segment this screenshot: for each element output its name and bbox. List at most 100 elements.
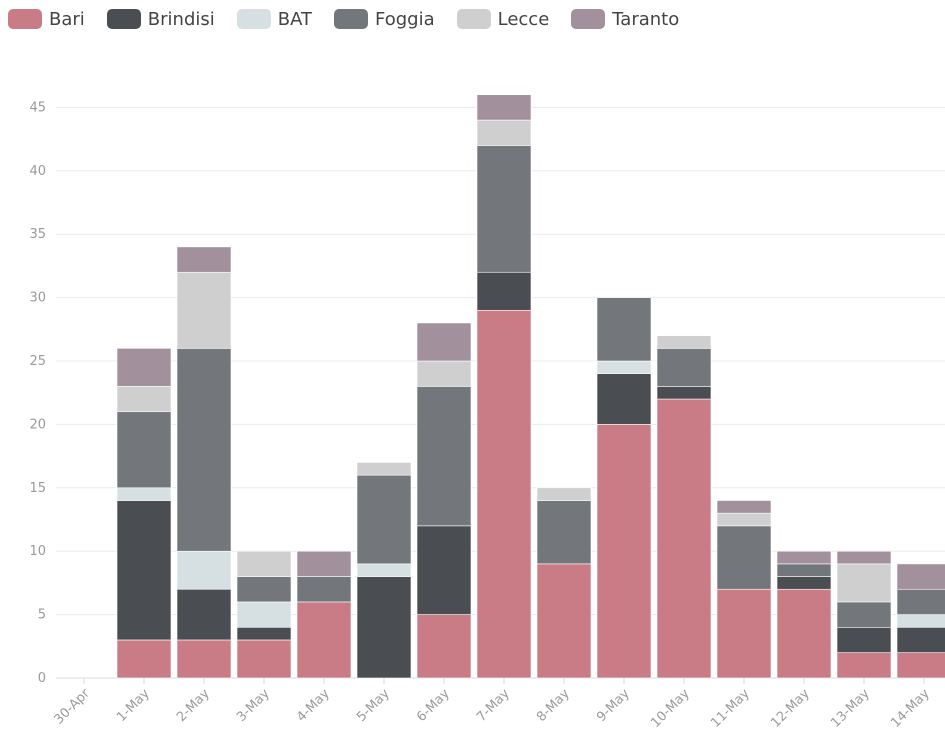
bar-segment-bari[interactable] <box>596 424 652 679</box>
bar-segment-bari[interactable] <box>716 588 772 679</box>
bar-segment-lecce[interactable] <box>656 335 712 349</box>
bar-segment-taranto[interactable] <box>116 348 172 387</box>
x-tick-label: 5-May <box>354 686 393 725</box>
legend-swatch <box>106 9 141 29</box>
bar-segment-brindisi[interactable] <box>836 626 892 653</box>
legend-item-foggia[interactable]: Foggia <box>334 9 435 30</box>
bar-segment-bari[interactable] <box>176 639 232 679</box>
bar-segment-lecce[interactable] <box>836 563 892 603</box>
bar-segment-foggia[interactable] <box>716 525 772 590</box>
bar-segment-bari[interactable] <box>416 614 472 679</box>
y-axis-ticks: 0 5 10 15 20 25 30 35 40 45 <box>29 100 46 686</box>
y-tick-label: 15 <box>29 481 46 496</box>
bar-segment-lecce[interactable] <box>476 119 532 146</box>
bar-segment-bari[interactable] <box>236 639 292 679</box>
bar-segment-bat[interactable] <box>236 601 292 628</box>
y-tick-label: 25 <box>29 354 46 369</box>
bar-segment-taranto[interactable] <box>176 246 232 273</box>
bar-segment-bat[interactable] <box>356 563 412 577</box>
bar-segment-foggia[interactable] <box>176 348 232 552</box>
bar-segment-bari[interactable] <box>776 588 832 679</box>
bar-segment-lecce[interactable] <box>116 386 172 413</box>
x-axis-ticks: 30-Apr 1-May 2-May 3-May 4-May 5-May 6-May 7-Ma… <box>52 678 933 731</box>
legend-item-lecce[interactable]: Lecce <box>456 8 550 30</box>
bar-segment-bat[interactable] <box>116 487 172 501</box>
bar-segment-bari[interactable] <box>896 652 945 679</box>
bar-segment-foggia[interactable] <box>596 297 652 362</box>
y-tick-label: 0 <box>38 671 46 686</box>
x-tick-label: 6-May <box>414 686 453 725</box>
bar-segment-foggia[interactable] <box>776 563 832 577</box>
y-tick-label: 35 <box>29 227 46 242</box>
bar-segment-foggia[interactable] <box>836 601 892 628</box>
chart-legend: Bari Brindisi BAT Foggia Lecce Taranto <box>8 6 701 32</box>
x-tick-label: 11-May <box>708 686 753 731</box>
legend-label: Brindisi <box>147 8 215 30</box>
bar-segment-bari[interactable] <box>536 563 592 679</box>
bar-segment-foggia[interactable] <box>356 474 412 565</box>
bar-segment-lecce[interactable] <box>716 512 772 527</box>
bar-segment-brindisi[interactable] <box>896 626 945 653</box>
bar-segment-bari[interactable] <box>836 652 892 679</box>
bar-segment-foggia[interactable] <box>656 348 712 387</box>
x-tick-label: 1-May <box>114 686 153 725</box>
y-tick-label: 30 <box>29 291 46 306</box>
bar-segment-brindisi[interactable] <box>776 576 832 590</box>
bar-segment-taranto[interactable] <box>716 500 772 514</box>
bar-segment-foggia[interactable] <box>116 411 172 489</box>
bar-segment-lecce[interactable] <box>536 487 592 501</box>
bar-segment-brindisi[interactable] <box>356 576 412 679</box>
legend-item-bari[interactable]: Bari <box>8 9 85 30</box>
bar-segment-taranto[interactable] <box>776 550 832 565</box>
y-tick-label: 45 <box>29 100 46 115</box>
legend-swatch <box>236 9 271 29</box>
bar-segment-bat[interactable] <box>896 614 945 628</box>
legend-swatch <box>334 9 369 29</box>
bar-segment-foggia[interactable] <box>896 588 945 615</box>
bar-segment-bari[interactable] <box>116 639 172 679</box>
bar-segment-bat[interactable] <box>596 360 652 374</box>
bar-segment-foggia[interactable] <box>296 576 352 603</box>
legend-item-brindisi[interactable]: Brindisi <box>106 8 215 30</box>
x-tick-label: 12-May <box>768 686 813 731</box>
bar-segment-brindisi[interactable] <box>596 373 652 425</box>
bar-segment-taranto[interactable] <box>416 322 472 362</box>
bar-segment-brindisi[interactable] <box>236 626 292 641</box>
bar-segment-taranto[interactable] <box>296 550 352 577</box>
bar-segment-foggia[interactable] <box>236 576 292 603</box>
bar-segment-taranto[interactable] <box>896 563 945 590</box>
legend-swatch <box>571 9 606 29</box>
legend-item-taranto[interactable]: Taranto <box>571 9 679 30</box>
x-tick-label: 8-May <box>534 686 573 725</box>
y-tick-label: 20 <box>29 417 46 432</box>
bar-segment-bari[interactable] <box>476 309 532 679</box>
bar-segment-lecce[interactable] <box>416 360 472 387</box>
legend-item-bat[interactable]: BAT <box>236 9 312 30</box>
bar-segment-brindisi[interactable] <box>656 386 712 400</box>
bar-segment-brindisi[interactable] <box>476 271 532 311</box>
bar-segment-lecce[interactable] <box>356 462 412 476</box>
bar-segment-taranto[interactable] <box>476 94 532 121</box>
x-tick-label: 7-May <box>474 686 513 725</box>
bar-segment-bari[interactable] <box>296 601 352 679</box>
legend-swatch <box>456 9 491 29</box>
bar-segment-lecce[interactable] <box>176 271 232 349</box>
legend-label: Foggia <box>375 8 435 30</box>
bar-segment-foggia[interactable] <box>416 386 472 527</box>
bar-stacks <box>116 94 945 679</box>
bar-segment-bari[interactable] <box>656 398 712 679</box>
legend-label: Bari <box>49 8 85 30</box>
x-tick-label: 9-May <box>594 686 633 725</box>
legend-swatch <box>8 9 42 29</box>
x-tick-label: 2-May <box>174 686 213 725</box>
bar-segment-brindisi[interactable] <box>176 588 232 641</box>
bar-segment-brindisi[interactable] <box>116 500 172 641</box>
bar-segment-brindisi[interactable] <box>416 525 472 615</box>
bar-segment-bat[interactable] <box>176 550 232 590</box>
bar-segment-foggia[interactable] <box>536 500 592 565</box>
bar-segment-taranto[interactable] <box>836 550 892 565</box>
bar-segment-lecce[interactable] <box>236 550 292 577</box>
bar-segment-foggia[interactable] <box>476 145 532 273</box>
y-tick-label: 5 <box>38 608 46 623</box>
legend-label: Lecce <box>497 8 550 30</box>
